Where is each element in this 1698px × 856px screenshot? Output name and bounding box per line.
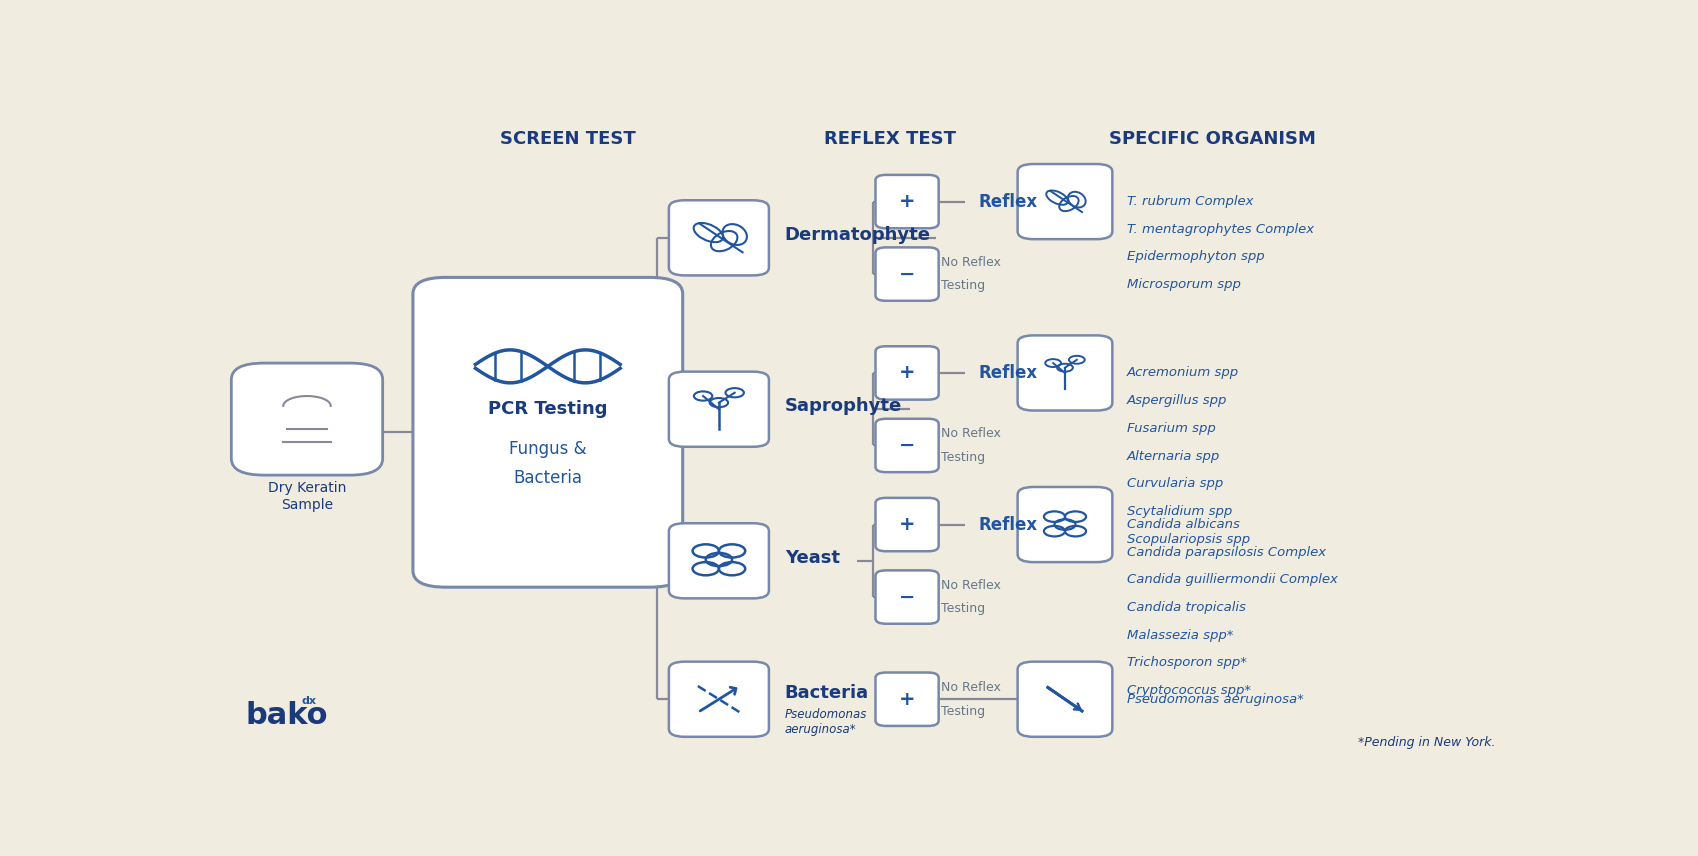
- FancyBboxPatch shape: [669, 200, 769, 276]
- Text: Scopulariopsis spp: Scopulariopsis spp: [1127, 532, 1250, 545]
- Text: Testing: Testing: [941, 451, 985, 464]
- FancyBboxPatch shape: [876, 175, 939, 229]
- Text: dx: dx: [302, 696, 318, 706]
- FancyBboxPatch shape: [413, 277, 683, 587]
- FancyBboxPatch shape: [1017, 662, 1112, 737]
- FancyBboxPatch shape: [1017, 164, 1112, 239]
- Text: Microsporum spp: Microsporum spp: [1127, 278, 1241, 291]
- Text: Reflex: Reflex: [978, 193, 1037, 211]
- Text: Candida albicans: Candida albicans: [1127, 518, 1240, 531]
- Text: SPECIFIC ORGANISM: SPECIFIC ORGANISM: [1109, 130, 1316, 148]
- Text: +: +: [898, 515, 915, 534]
- Text: Aspergillus spp: Aspergillus spp: [1127, 394, 1228, 407]
- FancyBboxPatch shape: [876, 347, 939, 400]
- Text: Bacteria: Bacteria: [513, 469, 582, 487]
- Text: Acremonium spp: Acremonium spp: [1127, 366, 1240, 379]
- Text: REFLEX TEST: REFLEX TEST: [824, 130, 956, 148]
- FancyBboxPatch shape: [876, 673, 939, 726]
- FancyBboxPatch shape: [231, 363, 382, 475]
- Text: No Reflex: No Reflex: [941, 681, 1002, 694]
- Text: −: −: [898, 587, 915, 607]
- Text: Testing: Testing: [941, 704, 985, 717]
- Text: Scytalidium spp: Scytalidium spp: [1127, 505, 1233, 518]
- Text: Candida parapsilosis Complex: Candida parapsilosis Complex: [1127, 546, 1326, 559]
- Text: Saprophyte: Saprophyte: [784, 397, 902, 415]
- Text: PCR Testing: PCR Testing: [487, 401, 608, 419]
- Text: Fungus &: Fungus &: [509, 440, 586, 458]
- Text: Cryptococcus spp*: Cryptococcus spp*: [1127, 684, 1251, 697]
- Text: Testing: Testing: [941, 603, 985, 615]
- Text: No Reflex: No Reflex: [941, 427, 1002, 440]
- FancyBboxPatch shape: [669, 662, 769, 737]
- Text: Reflex: Reflex: [978, 515, 1037, 533]
- Text: Sample: Sample: [280, 498, 333, 512]
- Text: Fusarium spp: Fusarium spp: [1127, 422, 1216, 435]
- FancyBboxPatch shape: [876, 247, 939, 300]
- Text: T. mentagrophytes Complex: T. mentagrophytes Complex: [1127, 223, 1314, 235]
- Text: Candida guilliermondii Complex: Candida guilliermondii Complex: [1127, 574, 1338, 586]
- FancyBboxPatch shape: [669, 523, 769, 598]
- Text: *Pending in New York.: *Pending in New York.: [1358, 735, 1496, 748]
- Text: Reflex: Reflex: [978, 364, 1037, 382]
- Text: Trichosporon spp*: Trichosporon spp*: [1127, 657, 1246, 669]
- FancyBboxPatch shape: [1017, 336, 1112, 411]
- Text: Pseudomonas
aeruginosa*: Pseudomonas aeruginosa*: [784, 708, 868, 736]
- Text: No Reflex: No Reflex: [941, 256, 1002, 269]
- Text: Curvularia spp: Curvularia spp: [1127, 477, 1223, 490]
- FancyBboxPatch shape: [876, 570, 939, 624]
- Text: Bacteria: Bacteria: [784, 684, 869, 702]
- Text: Epidermophyton spp: Epidermophyton spp: [1127, 251, 1265, 264]
- Text: +: +: [898, 192, 915, 211]
- Text: No Reflex: No Reflex: [941, 579, 1002, 591]
- Text: Testing: Testing: [941, 279, 985, 293]
- FancyBboxPatch shape: [876, 498, 939, 551]
- Text: SCREEN TEST: SCREEN TEST: [499, 130, 635, 148]
- Text: Dermatophyte: Dermatophyte: [784, 225, 931, 244]
- Text: Candida tropicalis: Candida tropicalis: [1127, 601, 1246, 614]
- Text: bako: bako: [245, 701, 328, 730]
- Text: T. rubrum Complex: T. rubrum Complex: [1127, 195, 1253, 208]
- Text: +: +: [898, 364, 915, 383]
- Text: Pseudomonas aeruginosa*: Pseudomonas aeruginosa*: [1127, 693, 1304, 705]
- Text: Yeast: Yeast: [784, 549, 841, 567]
- Text: Alternaria spp: Alternaria spp: [1127, 449, 1221, 462]
- Text: −: −: [898, 436, 915, 455]
- FancyBboxPatch shape: [876, 419, 939, 473]
- Text: +: +: [898, 690, 915, 709]
- Text: Malassezia spp*: Malassezia spp*: [1127, 629, 1233, 642]
- Text: −: −: [898, 265, 915, 283]
- FancyBboxPatch shape: [669, 372, 769, 447]
- Text: Dry Keratin: Dry Keratin: [268, 481, 346, 496]
- FancyBboxPatch shape: [1017, 487, 1112, 562]
